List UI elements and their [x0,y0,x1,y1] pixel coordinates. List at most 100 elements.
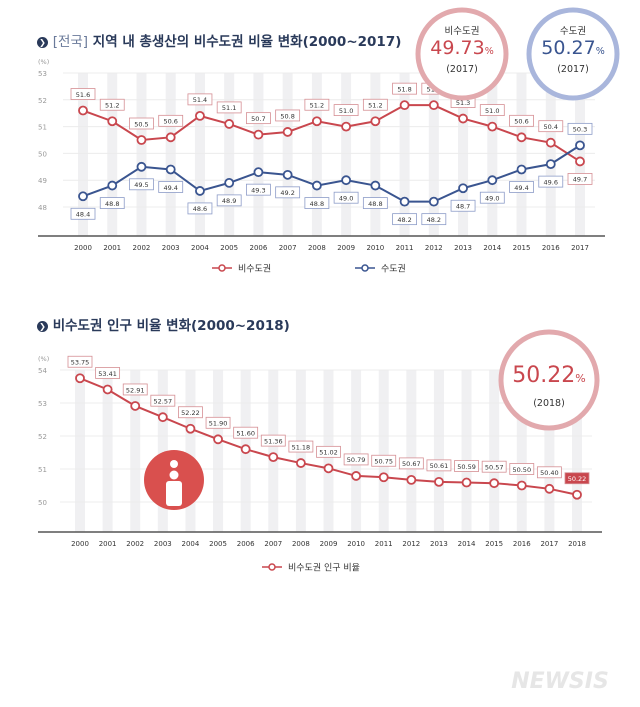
data-label-box [509,114,534,127]
x-tick-label: 2017 [571,244,589,252]
column-band [544,370,555,532]
data-point [351,471,362,481]
x-tick-label: 2017 [540,540,558,548]
data-label: 52.91 [126,386,145,394]
data-point [253,129,264,140]
data-point [240,444,251,455]
data-label: 48.2 [427,216,441,224]
chart2-title-text: 비수도권 인구 비율 변화(2000~2018) [52,318,290,334]
column-band [572,370,582,532]
data-label-box [567,122,593,135]
column-band [268,370,279,532]
person-head-icon [169,470,179,480]
x-tick-label: 2007 [264,540,282,548]
data-label-box [95,367,121,379]
data-label-box [70,207,96,220]
data-point [370,116,381,127]
data-label-box [509,463,535,475]
data-label-box [99,98,125,111]
data-label-box [216,194,242,207]
data-point [107,116,118,127]
callout-label: 수도권 [560,25,586,37]
x-tick-label: 2012 [425,244,443,252]
data-label-box [316,445,341,458]
x-tick-label: 2015 [485,540,503,548]
data-point [406,474,417,485]
callout-unit: % [596,46,605,57]
data-label-box [187,93,213,106]
data-label: 51.6 [76,91,90,99]
data-label: 53.75 [71,359,90,367]
y-tick-label: 52 [38,97,47,105]
data-point [516,480,527,491]
legend-marker [361,264,369,272]
data-label: 50.50 [512,466,531,474]
x-tick-label: 2013 [454,244,472,252]
data-label: 51.8 [397,85,411,93]
data-label: 51.2 [105,102,119,110]
legend-marker [268,563,276,571]
data-label: 50.22 [568,475,587,483]
callout-ring [498,329,600,431]
x-tick-label: 2000 [74,244,92,252]
data-point [461,477,472,488]
data-point [185,423,196,434]
data-label-box [216,101,242,114]
data-label: 50.79 [347,456,366,464]
data-label: 50.7 [251,115,265,123]
column-band [458,73,469,236]
data-point [195,186,205,196]
data-label: 50.75 [374,458,393,466]
data-label-box [362,98,388,111]
data-point [487,175,498,186]
data-point [157,412,168,423]
data-label-box [371,454,397,467]
callout-year: (2018) [533,398,565,409]
column-band [351,370,362,532]
data-point [107,180,118,191]
data-label-box [158,181,184,193]
data-label-box [333,191,359,204]
data-label: 48.8 [310,200,324,208]
data-label-box [246,183,271,196]
data-point [282,127,293,137]
y-tick-label: 54 [38,367,47,375]
data-point [516,164,527,175]
column-band [341,73,352,236]
callout-value: 49.73% [430,37,493,59]
data-point [295,458,306,468]
callout-year: (2017) [446,64,478,75]
column-band [433,370,444,532]
data-label-box [129,117,154,130]
chart1-title-prefix: [전국] [52,34,89,50]
data-point [268,452,279,463]
callout-value: 50.22% [512,363,585,388]
x-tick-label: 2012 [402,540,420,548]
column-band [428,73,439,236]
data-label-box [275,186,301,199]
column-band [102,370,113,532]
y-tick-label: 49 [38,177,47,185]
x-tick-label: 2002 [126,540,144,548]
x-tick-label: 2006 [237,540,255,548]
column-band [406,370,417,532]
location-pin-icon [170,460,178,468]
y-tick-label: 53 [38,70,47,78]
x-tick-label: 2007 [279,244,297,252]
y-tick-label: 52 [38,433,47,441]
data-label: 49.5 [134,181,148,189]
data-label: 51.2 [310,102,324,110]
data-point [136,161,147,172]
data-label: 49.2 [280,189,294,197]
x-tick-label: 2015 [513,244,531,252]
x-tick-label: 2009 [320,540,338,548]
data-point [341,121,352,132]
data-point [323,463,334,474]
column-band [461,370,472,532]
newsis-watermark: NEWSIS [511,669,609,694]
column-band [575,73,585,236]
data-point [487,121,498,132]
column-band [136,73,147,236]
column-band [487,73,498,236]
